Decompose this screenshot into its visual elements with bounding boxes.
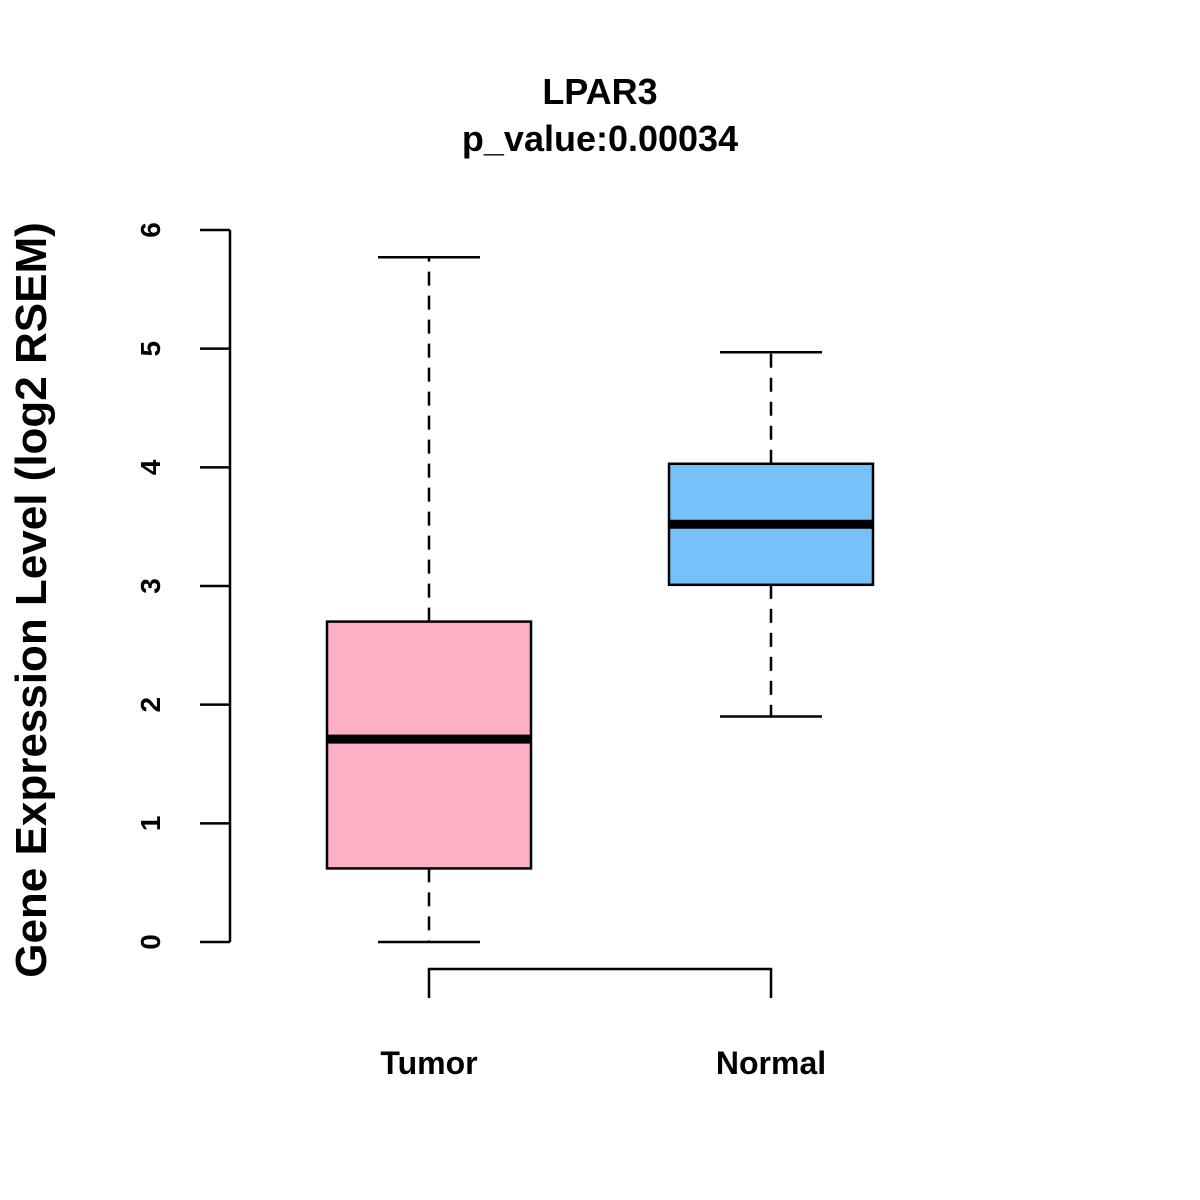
y-axis: 0 1 2 3 4 5 6: [135, 222, 232, 950]
y-tick-label: 2: [135, 697, 166, 713]
comparison-bracket: [427, 967, 773, 998]
y-tick-label: 6: [135, 222, 166, 238]
category-label-normal: Normal: [716, 1045, 826, 1081]
chart-subtitle: p_value:0.00034: [462, 118, 738, 159]
y-tick-label: 0: [135, 934, 166, 950]
category-labels: Tumor Normal: [380, 1045, 826, 1081]
bracket-line: [427, 967, 773, 998]
y-tick-label: 5: [135, 341, 166, 357]
box-tumor: [325, 256, 533, 944]
y-tick-label: 4: [135, 459, 166, 475]
y-axis-label: Gene Expression Level (log2 RSEM): [7, 222, 56, 978]
iqr-box: [325, 620, 533, 870]
y-tick-label: 1: [135, 816, 166, 832]
box-normal: [667, 350, 875, 718]
box-group: [325, 256, 875, 944]
chart-title: LPAR3: [542, 71, 657, 112]
y-tick-label: 3: [135, 578, 166, 594]
category-label-tumor: Tumor: [380, 1045, 477, 1081]
